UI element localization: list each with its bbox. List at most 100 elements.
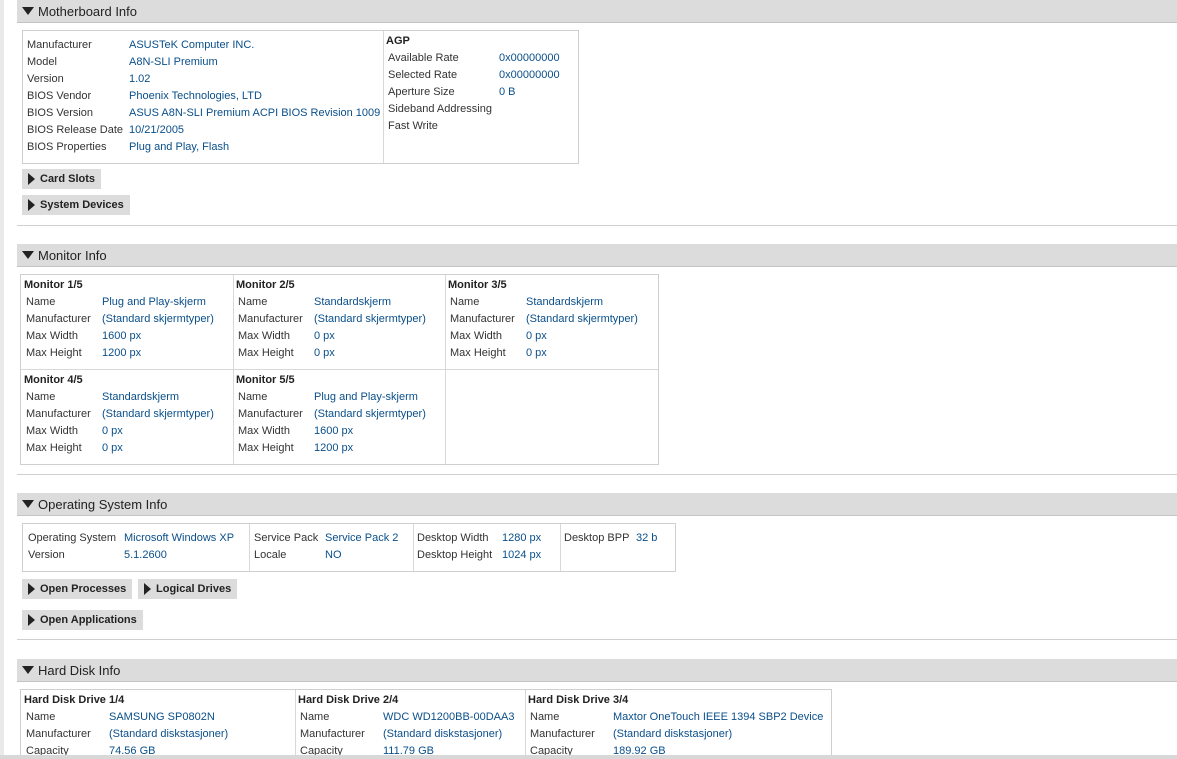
collapse-triangle-icon	[22, 7, 34, 15]
drive-title: Hard Disk Drive 1/4	[24, 694, 125, 706]
field-value: 32 b	[636, 532, 658, 544]
collapse-triangle-icon	[22, 500, 34, 508]
divider	[295, 690, 296, 755]
field-label: Max Width	[26, 425, 78, 437]
toggle-label: Open Processes	[40, 583, 127, 595]
field-value: Maxtor OneTouch IEEE 1394 SBP2 Device	[613, 711, 824, 723]
expand-triangle-icon	[28, 173, 35, 185]
drive-title: Hard Disk Drive 3/4	[528, 694, 629, 706]
field-label: Manufacturer	[26, 408, 91, 420]
field-label: Max Height	[450, 347, 506, 359]
monitor-title: Monitor 4/5	[24, 374, 83, 386]
field-value: 5.1.2600	[124, 549, 167, 561]
field-value: Standardskjerm	[526, 296, 604, 308]
field-label: BIOS Properties	[27, 141, 107, 153]
field-label: Max Height	[238, 347, 294, 359]
field-label: Manufacturer	[450, 313, 515, 325]
logical-drives-toggle[interactable]: Logical Drives	[138, 579, 238, 599]
divider	[413, 524, 414, 571]
field-label: Service Pack	[254, 532, 319, 544]
field-value: 10/21/2005	[129, 124, 185, 136]
agp-label: Selected Rate	[388, 69, 458, 81]
field-value: Plug and Play-skjerm	[102, 296, 206, 308]
field-value: Plug and Play-skjerm	[314, 391, 418, 403]
agp-value: 0x00000000	[499, 52, 560, 64]
motherboard-section: Motherboard Info Manufacturer ASUSTeK Co…	[17, 0, 1177, 226]
field-value: Phoenix Technologies, LTD	[129, 90, 262, 102]
field-label: Desktop BPP	[564, 532, 630, 544]
field-value: (Standard diskstasjoner)	[613, 728, 733, 740]
divider	[21, 369, 658, 370]
agp-label: Fast Write	[388, 120, 438, 132]
field-value: 1280 px	[502, 532, 542, 544]
field-label: Max Width	[238, 425, 290, 437]
field-label: Version	[28, 549, 65, 561]
field-label: Max Width	[26, 330, 78, 342]
motherboard-header[interactable]: Motherboard Info	[17, 0, 1177, 23]
agp-value: 0 B	[499, 86, 516, 98]
field-value: 0 px	[526, 347, 547, 359]
field-value: NO	[325, 549, 342, 561]
field-label: Name	[26, 711, 56, 723]
monitor-section: Monitor Info Monitor 1/5 Name Plug and P…	[17, 244, 1177, 475]
field-value: 0 px	[102, 425, 123, 437]
left-edge	[0, 0, 4, 759]
section-title: Motherboard Info	[38, 3, 138, 19]
field-label: Name	[26, 296, 56, 308]
section-title: Operating System Info	[38, 496, 168, 512]
expand-triangle-icon	[144, 583, 151, 595]
field-label: Name	[238, 296, 268, 308]
agp-value: 0x00000000	[499, 69, 560, 81]
toggle-label: System Devices	[40, 199, 124, 211]
field-value: WDC WD1200BB-00DAA3	[383, 711, 515, 723]
card-slots-toggle[interactable]: Card Slots	[22, 169, 102, 189]
field-value: (Standard skjermtyper)	[314, 313, 426, 325]
field-label: Name	[26, 391, 56, 403]
field-label: BIOS Version	[27, 107, 94, 119]
field-value: 0 px	[526, 330, 547, 342]
divider	[560, 524, 561, 571]
field-label: Name	[238, 391, 268, 403]
field-label: Capacity	[300, 745, 343, 755]
field-value: 1200 px	[314, 442, 354, 454]
open-processes-toggle[interactable]: Open Processes	[22, 579, 133, 599]
divider	[249, 524, 250, 571]
field-value: SAMSUNG SP0802N	[109, 711, 215, 723]
field-label: BIOS Vendor	[27, 90, 92, 102]
monitor-title: Monitor 1/5	[24, 279, 83, 291]
field-value: 189.92 GB	[613, 745, 666, 755]
os-table: Operating System Microsoft Windows XP Ve…	[22, 523, 676, 572]
field-label: Manufacturer	[27, 39, 92, 51]
field-value: 1600 px	[314, 425, 354, 437]
hdd-header[interactable]: Hard Disk Info	[17, 659, 1177, 682]
field-value: (Standard diskstasjoner)	[383, 728, 503, 740]
field-label: Manufacturer	[238, 408, 303, 420]
agp-label: Aperture Size	[388, 86, 455, 98]
collapse-triangle-icon	[22, 666, 34, 674]
section-title: Monitor Info	[38, 247, 107, 263]
field-label: Manufacturer	[238, 313, 303, 325]
divider	[383, 31, 384, 163]
open-applications-toggle[interactable]: Open Applications	[22, 610, 143, 630]
field-value: 1.02	[129, 73, 151, 85]
field-value: 0 px	[102, 442, 123, 454]
os-header[interactable]: Operating System Info	[17, 493, 1177, 516]
toggle-label: Logical Drives	[156, 583, 232, 595]
field-label: Max Width	[450, 330, 502, 342]
field-value: 111.79 GB	[383, 745, 434, 755]
os-section: Operating System Info Operating System M…	[17, 493, 1177, 640]
monitor-header[interactable]: Monitor Info	[17, 244, 1177, 267]
agp-label: Available Rate	[388, 52, 459, 64]
monitor-table: Monitor 1/5 Name Plug and Play-skjerm Ma…	[20, 274, 659, 465]
field-label: Model	[27, 56, 57, 68]
field-label: Manufacturer	[300, 728, 365, 740]
field-label: Desktop Height	[417, 549, 493, 561]
bottom-edge	[0, 755, 1177, 759]
field-label: Operating System	[28, 532, 117, 544]
expand-triangle-icon	[28, 583, 35, 595]
system-devices-toggle[interactable]: System Devices	[22, 195, 130, 215]
field-label: Manufacturer	[530, 728, 595, 740]
field-label: Max Height	[238, 442, 294, 454]
field-value: ASUSTeK Computer INC.	[129, 39, 255, 51]
hdd-section: Hard Disk Info Hard Disk Drive 1/4 Name …	[17, 659, 1177, 755]
